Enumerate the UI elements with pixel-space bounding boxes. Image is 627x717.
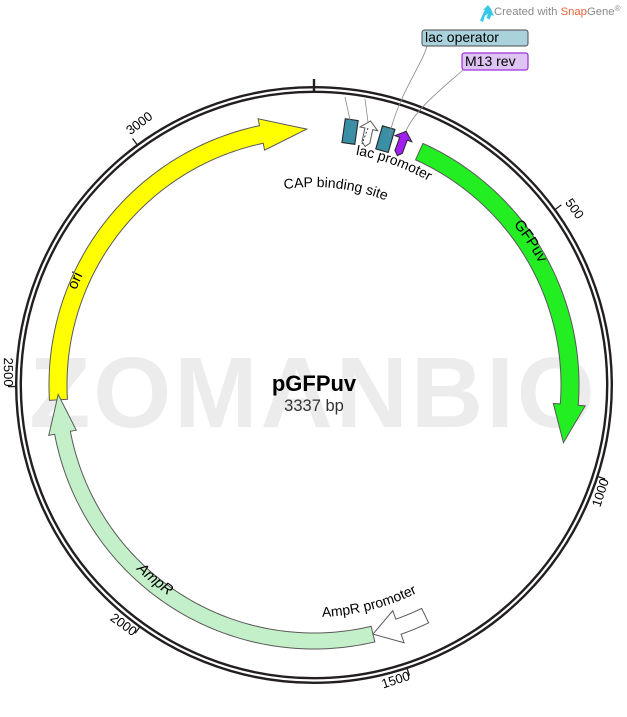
- svg-text:M13 rev: M13 rev: [465, 53, 516, 69]
- svg-text:2500: 2500: [1, 358, 16, 387]
- svg-text:Created with SnapGene®: Created with SnapGene®: [494, 4, 621, 18]
- svg-text:pGFPuv: pGFPuv: [272, 371, 357, 396]
- svg-text:500: 500: [562, 195, 587, 221]
- svg-text:lac operator: lac operator: [425, 29, 499, 45]
- svg-text:1500: 1500: [379, 668, 411, 691]
- svg-text:3337 bp: 3337 bp: [284, 397, 344, 415]
- svg-text:CAP binding site: CAP binding site: [283, 174, 391, 203]
- svg-text:2000: 2000: [108, 610, 140, 639]
- svg-text:AmpR promoter: AmpR promoter: [321, 581, 418, 620]
- svg-text:3000: 3000: [123, 108, 155, 137]
